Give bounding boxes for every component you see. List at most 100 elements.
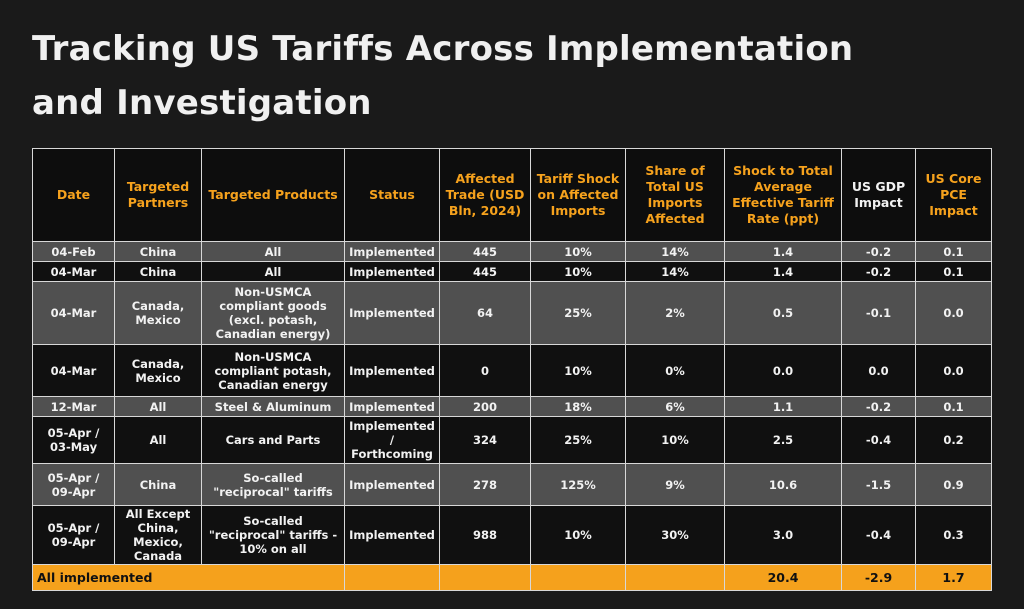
tariff-table: Date Targeted Partners Targeted Products… [32, 148, 992, 591]
cell-pce-impact: 0.2 [915, 416, 992, 464]
cell-status: Implemented [344, 505, 440, 565]
table-row: 04-Mar China All Implemented 445 10% 14% 1.4 -0.… [32, 261, 992, 282]
header-shock-to-tariff-rate: Shock to Total Average Effective Tariff … [724, 148, 842, 242]
total-pce-impact: 1.7 [915, 564, 992, 591]
cell-gdp-impact: -0.1 [841, 281, 916, 345]
cell-tariff-rate-shock: 1.1 [724, 396, 842, 417]
table-row: 05-Apr / 09-Apr All Except China, Mexico,… [32, 505, 992, 565]
cell-gdp-impact: -0.4 [841, 505, 916, 565]
cell-products: Non-USMCA compliant potash, Canadian ene… [201, 344, 345, 397]
cell-partners: All [114, 416, 202, 464]
cell-affected-trade: 200 [439, 396, 531, 417]
cell-pce-impact: 0.0 [915, 281, 992, 345]
cell-tariff-shock: 10% [530, 241, 626, 262]
cell-date: 05-Apr / 09-Apr [32, 505, 115, 565]
cell-tariff-shock: 25% [530, 281, 626, 345]
cell-share-of-imports: 9% [625, 463, 725, 506]
cell-share-of-imports: 6% [625, 396, 725, 417]
cell-share-of-imports: 2% [625, 281, 725, 345]
header-affected-trade: Affected Trade (USD Bln, 2024) [439, 148, 531, 242]
header-row: Date Targeted Partners Targeted Products… [32, 148, 992, 242]
total-cell [344, 564, 440, 591]
cell-share-of-imports: 14% [625, 241, 725, 262]
cell-tariff-shock: 10% [530, 344, 626, 397]
cell-products: So-called "reciprocal" tariffs - 10% on … [201, 505, 345, 565]
cell-tariff-shock: 10% [530, 261, 626, 282]
cell-affected-trade: 988 [439, 505, 531, 565]
cell-tariff-rate-shock: 2.5 [724, 416, 842, 464]
table-row: 04-Mar Canada, Mexico Non-USMCA compliant … [32, 344, 992, 397]
cell-tariff-shock: 18% [530, 396, 626, 417]
cell-products: Non-USMCA compliant goods (excl. potash,… [201, 281, 345, 345]
cell-tariff-shock: 125% [530, 463, 626, 506]
cell-gdp-impact: -0.2 [841, 261, 916, 282]
total-cell [439, 564, 531, 591]
page-title: Tracking US Tariffs Across Implementatio… [32, 29, 854, 123]
cell-affected-trade: 64 [439, 281, 531, 345]
total-cell [530, 564, 626, 591]
header-targeted-partners: Targeted Partners [114, 148, 202, 242]
cell-tariff-rate-shock: 0.0 [724, 344, 842, 397]
cell-status: Implemented [344, 281, 440, 345]
cell-affected-trade: 0 [439, 344, 531, 397]
cell-pce-impact: 0.1 [915, 396, 992, 417]
total-tariff-rate: 20.4 [724, 564, 842, 591]
cell-share-of-imports: 0% [625, 344, 725, 397]
cell-tariff-shock: 25% [530, 416, 626, 464]
cell-date: 04-Mar [32, 261, 115, 282]
header-tariff-shock: Tariff Shock on Affected Imports [530, 148, 626, 242]
cell-partners: All Except China, Mexico, Canada [114, 505, 202, 565]
cell-date: 04-Mar [32, 281, 115, 345]
header-date: Date [32, 148, 115, 242]
cell-share-of-imports: 30% [625, 505, 725, 565]
table-row: 05-Apr / 03-May All Cars and Parts Implemen… [32, 416, 992, 464]
cell-date: 04-Feb [32, 241, 115, 262]
cell-pce-impact: 0.3 [915, 505, 992, 565]
cell-tariff-rate-shock: 0.5 [724, 281, 842, 345]
cell-products: All [201, 261, 345, 282]
cell-share-of-imports: 14% [625, 261, 725, 282]
header-us-gdp-impact: US GDP Impact [841, 148, 916, 242]
cell-pce-impact: 0.1 [915, 261, 992, 282]
cell-affected-trade: 445 [439, 241, 531, 262]
cell-products: All [201, 241, 345, 262]
cell-status: Implemented [344, 463, 440, 506]
total-label: All implemented [32, 564, 345, 591]
cell-tariff-rate-shock: 10.6 [724, 463, 842, 506]
cell-date: 05-Apr / 09-Apr [32, 463, 115, 506]
cell-pce-impact: 0.1 [915, 241, 992, 262]
header-targeted-products: Targeted Products [201, 148, 345, 242]
cell-partners: Canada, Mexico [114, 281, 202, 345]
table-row: 05-Apr / 09-Apr China So-called "reciproca… [32, 463, 992, 506]
cell-tariff-shock: 10% [530, 505, 626, 565]
table-row: 04-Feb China All Implemented 445 10% 14% 1.4 -0.… [32, 241, 992, 262]
table-row: 12-Mar All Steel & Aluminum Implemented 200 1… [32, 396, 992, 417]
cell-tariff-rate-shock: 1.4 [724, 241, 842, 262]
cell-gdp-impact: -1.5 [841, 463, 916, 506]
cell-pce-impact: 0.9 [915, 463, 992, 506]
cell-affected-trade: 445 [439, 261, 531, 282]
cell-status: Implemented [344, 344, 440, 397]
cell-products: So-called "reciprocal" tariffs [201, 463, 345, 506]
cell-partners: China [114, 261, 202, 282]
cell-date: 05-Apr / 03-May [32, 416, 115, 464]
cell-affected-trade: 278 [439, 463, 531, 506]
cell-products: Steel & Aluminum [201, 396, 345, 417]
header-share-of-imports: Share of Total US Imports Affected [625, 148, 725, 242]
cell-partners: China [114, 241, 202, 262]
cell-gdp-impact: -0.2 [841, 396, 916, 417]
cell-date: 12-Mar [32, 396, 115, 417]
total-row: All implemented 20.4 -2.9 1.7 [32, 564, 992, 591]
cell-status: Implemented [344, 396, 440, 417]
cell-share-of-imports: 10% [625, 416, 725, 464]
header-us-core-pce-impact: US Core PCE Impact [915, 148, 992, 242]
cell-pce-impact: 0.0 [915, 344, 992, 397]
cell-tariff-rate-shock: 1.4 [724, 261, 842, 282]
cell-partners: China [114, 463, 202, 506]
cell-status: Implemented [344, 261, 440, 282]
header-status: Status [344, 148, 440, 242]
cell-gdp-impact: -0.2 [841, 241, 916, 262]
table-row: 04-Mar Canada, Mexico Non-USMCA compliant … [32, 281, 992, 345]
cell-tariff-rate-shock: 3.0 [724, 505, 842, 565]
cell-gdp-impact: 0.0 [841, 344, 916, 397]
